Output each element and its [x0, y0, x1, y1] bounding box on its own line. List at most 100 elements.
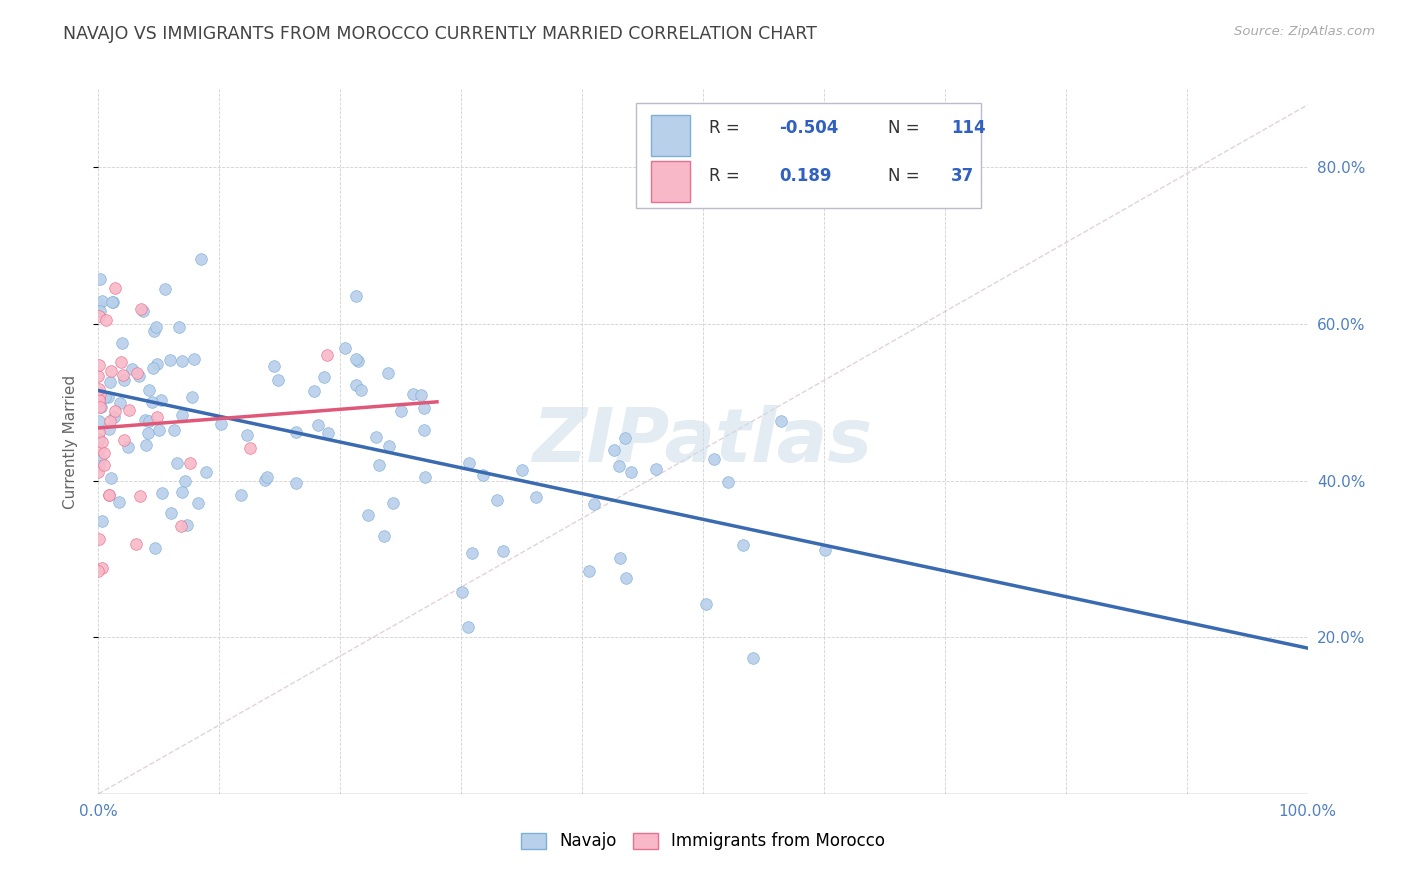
Point — [145, 319, 167, 334]
Point — [284, 425, 307, 440]
Text: NAVAJO VS IMMIGRANTS FROM MOROCCO CURRENTLY MARRIED CORRELATION CHART: NAVAJO VS IMMIGRANTS FROM MOROCCO CURREN… — [63, 25, 817, 43]
Point — [377, 439, 399, 453]
Point — [87, 296, 110, 310]
Point — [98, 414, 121, 428]
Point — [121, 361, 143, 376]
Point — [98, 488, 121, 502]
Point — [108, 495, 131, 509]
Point — [89, 458, 111, 473]
Point — [578, 564, 600, 578]
Point — [644, 462, 666, 476]
FancyBboxPatch shape — [651, 115, 690, 156]
Point — [142, 361, 165, 376]
Point — [128, 369, 150, 384]
Point — [603, 442, 626, 457]
Text: ZIPatlas: ZIPatlas — [533, 405, 873, 478]
Point — [111, 368, 134, 382]
FancyBboxPatch shape — [651, 161, 690, 202]
Point — [316, 348, 339, 362]
Point — [344, 289, 367, 303]
Point — [614, 431, 637, 445]
Point — [89, 451, 111, 466]
Point — [135, 437, 157, 451]
Point — [302, 384, 325, 399]
Point — [373, 529, 395, 543]
Point — [703, 452, 725, 467]
Point — [125, 537, 148, 551]
Point — [472, 468, 495, 483]
Point — [163, 423, 186, 437]
Point — [134, 413, 156, 427]
Point — [129, 302, 152, 317]
Point — [695, 597, 717, 611]
Point — [312, 369, 335, 384]
Point — [148, 423, 170, 437]
Point — [382, 496, 405, 510]
Point — [485, 493, 508, 508]
Point — [112, 373, 135, 387]
Point — [117, 440, 139, 454]
Point — [143, 541, 166, 555]
Point — [526, 490, 548, 504]
Point — [96, 313, 118, 327]
Point — [620, 465, 643, 479]
Point — [101, 294, 124, 309]
Point — [132, 304, 155, 318]
Point — [98, 422, 121, 436]
Point — [190, 252, 212, 267]
Point — [141, 394, 163, 409]
Point — [150, 393, 173, 408]
Point — [89, 401, 111, 415]
Point — [308, 418, 330, 433]
Point — [143, 325, 166, 339]
Point — [607, 458, 630, 473]
Point — [100, 364, 122, 378]
Point — [267, 374, 290, 388]
Point — [150, 485, 173, 500]
Text: 0.189: 0.189 — [779, 167, 832, 185]
Point — [146, 409, 169, 424]
Point — [153, 282, 176, 296]
Point — [87, 392, 110, 407]
Point — [716, 475, 738, 490]
Legend: Navajo, Immigrants from Morocco: Navajo, Immigrants from Morocco — [520, 832, 886, 850]
Point — [316, 425, 339, 440]
Point — [87, 369, 110, 384]
Point — [389, 404, 412, 418]
Point — [609, 550, 631, 565]
Point — [87, 382, 110, 396]
Text: Source: ZipAtlas.com: Source: ZipAtlas.com — [1234, 25, 1375, 38]
Point — [89, 442, 111, 457]
Y-axis label: Currently Married: Currently Married — [63, 375, 77, 508]
Point — [368, 458, 391, 472]
Point — [90, 293, 112, 308]
Point — [364, 430, 387, 444]
Point — [195, 465, 218, 479]
Point — [103, 409, 125, 424]
Point — [179, 456, 201, 470]
Point — [614, 571, 637, 585]
Point — [409, 388, 432, 402]
Point — [112, 433, 135, 447]
Point — [166, 456, 188, 470]
Point — [457, 620, 479, 634]
Point — [159, 353, 181, 368]
Point — [87, 465, 110, 479]
Point — [377, 366, 399, 380]
Point — [187, 496, 209, 510]
Text: N =: N = — [889, 167, 920, 185]
Point — [350, 384, 373, 398]
Point — [145, 357, 167, 371]
Point — [180, 390, 202, 404]
Text: 114: 114 — [950, 119, 986, 136]
Point — [174, 474, 197, 488]
Point — [285, 476, 308, 491]
Point — [89, 358, 111, 372]
Point — [91, 434, 114, 449]
Point — [239, 442, 262, 456]
Point — [87, 564, 110, 578]
Point — [110, 395, 132, 409]
Point — [461, 546, 484, 560]
FancyBboxPatch shape — [637, 103, 981, 208]
Point — [118, 403, 141, 417]
